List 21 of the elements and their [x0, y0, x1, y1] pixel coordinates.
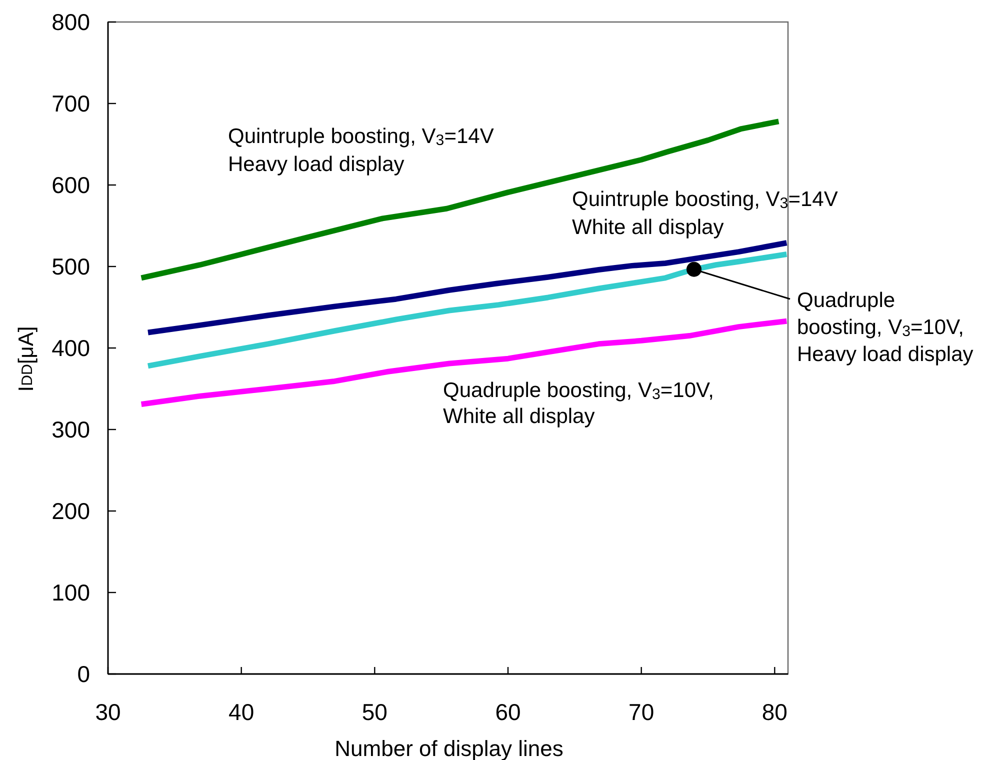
x-tick-label: 30: [95, 699, 121, 725]
y-tick-label: 500: [52, 254, 90, 280]
x-tick-label: 80: [762, 699, 788, 725]
x-axis-title: Number of display lines: [334, 736, 564, 760]
x-tick-label: 50: [362, 699, 388, 725]
y-tick-label: 100: [52, 580, 90, 606]
y-tick-label: 300: [52, 416, 90, 442]
x-tick-label: 40: [228, 699, 254, 725]
text: Quintruple boosting, V3=14V Heavy load display: [228, 125, 494, 176]
series-label: Quadruple boosting, V3=10V, Heavy load display: [797, 289, 974, 366]
y-axis-title: IDD[μA]: [14, 326, 38, 392]
x-tick-label: 60: [495, 699, 521, 725]
text: Quadruple boosting, V3=10V, White all display: [443, 379, 714, 428]
y-tick-label: 0: [77, 661, 90, 687]
y-tick-label: 400: [52, 335, 90, 361]
x-tick-label: 70: [628, 699, 654, 725]
y-tick-label: 200: [52, 498, 90, 524]
text: Quintruple boosting, V3=14V White all display: [572, 188, 838, 239]
y-tick-label: 700: [52, 90, 90, 116]
y-tick-label: 600: [52, 172, 90, 198]
y-tick-label: 800: [52, 9, 90, 35]
